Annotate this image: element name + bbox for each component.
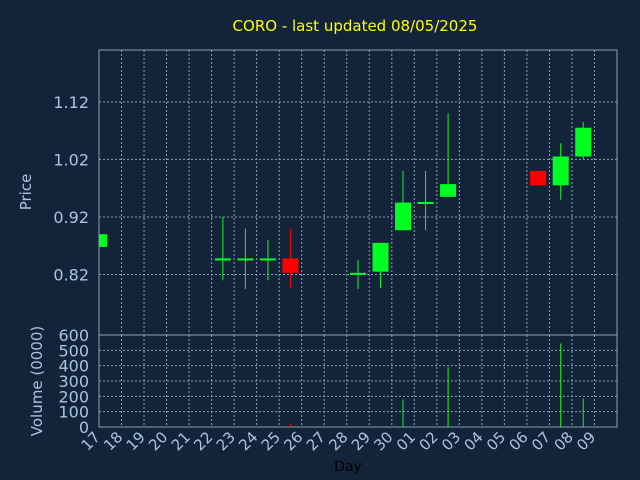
price-panel-frame <box>98 49 618 336</box>
day-tick-label: 09 <box>573 428 599 454</box>
x-axis-label: Day <box>334 459 362 475</box>
candle-body <box>395 202 412 231</box>
volume-tick-label: 100 <box>58 403 89 422</box>
volume-tick-label: 200 <box>58 387 89 406</box>
volume-tick-label: 300 <box>58 372 89 391</box>
plot-frames <box>98 49 618 428</box>
candle-body <box>530 170 547 186</box>
candle-body <box>282 258 299 273</box>
candle-body <box>99 234 107 247</box>
volume-axis-label: Volume (0000) <box>28 326 46 436</box>
volume-tick-label: 0 <box>79 418 89 437</box>
price-tick-label: 0.82 <box>53 266 89 285</box>
price-tick-labels: 0.82 0.92 1.02 1.12 <box>53 93 89 285</box>
candles <box>99 113 592 289</box>
price-tick-label: 1.12 <box>53 93 89 112</box>
volume-tick-label: 400 <box>58 357 89 376</box>
day-tick-labels: 1718192021222324252627282930010203040506… <box>78 428 600 454</box>
price-tick-label: 0.92 <box>53 208 89 227</box>
price-tick-label: 1.02 <box>53 150 89 169</box>
volume-bars <box>289 343 584 427</box>
chart-title: CORO - last updated 08/05/2025 <box>233 17 478 35</box>
volume-panel-frame <box>98 334 618 428</box>
candle-body <box>237 258 254 261</box>
candle-body <box>417 202 434 204</box>
candle-body <box>575 127 592 157</box>
candle-body <box>214 258 231 261</box>
candle-body <box>259 258 276 261</box>
candle-body <box>552 156 569 186</box>
grid-lines <box>99 50 617 427</box>
y-axis-label: Price <box>17 174 35 211</box>
volume-tick-label: 600 <box>58 326 89 345</box>
volume-tick-label: 500 <box>58 341 89 360</box>
candle-body <box>440 184 457 197</box>
candle-body <box>350 272 366 275</box>
candle-body <box>372 242 389 272</box>
